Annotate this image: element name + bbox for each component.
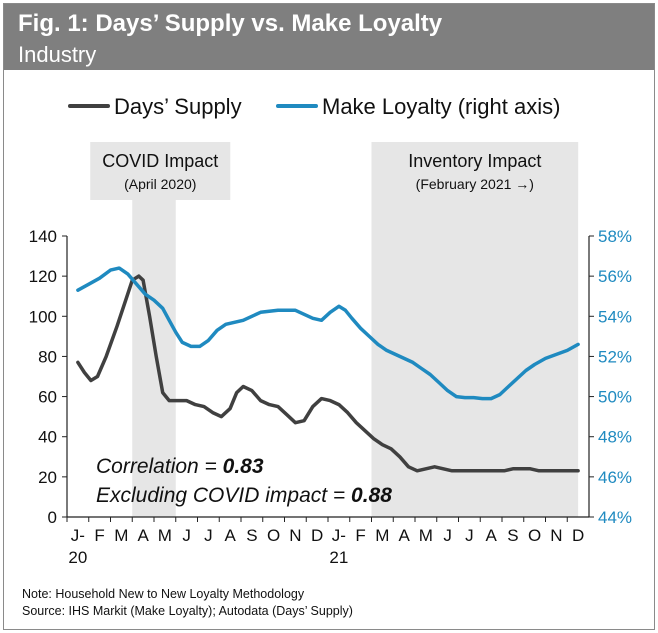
x-year-label: 21: [329, 548, 348, 567]
left-tick-label: 100: [29, 307, 57, 326]
right-tick-label: 58%: [598, 227, 632, 246]
correlation-value: 0.83: [223, 455, 264, 478]
right-tick-label: 54%: [598, 307, 632, 326]
chart: Days’ Supply Make Loyalty (right axis) C…: [29, 94, 632, 567]
axes: 0 20 40 60 80 100 120 140 44% 46% 48% 50% 52% 54% 56% 5…: [29, 227, 632, 567]
x-tick-label: S: [507, 526, 518, 545]
x-tick-label: F: [94, 526, 104, 545]
right-tick-label: 50%: [598, 388, 632, 407]
x-tick-label: A: [137, 526, 149, 545]
x-tick-label: D: [311, 526, 323, 545]
legend-label-days-supply: Days’ Supply: [114, 94, 242, 119]
legend-label-make-loyalty: Make Loyalty (right axis): [322, 94, 560, 119]
left-tick-label: 40: [38, 428, 57, 447]
figure-frame: Fig. 1: Days’ Supply vs. Make Loyalty In…: [3, 3, 655, 630]
x-tick-label: J: [443, 526, 452, 545]
left-tick-label: 60: [38, 388, 57, 407]
shade-label-box-1: [371, 142, 579, 200]
shade-label-box-0: [90, 142, 231, 200]
left-tick-label: 20: [38, 468, 57, 487]
left-tick-label: 120: [29, 267, 57, 286]
x-tick-label: M: [114, 526, 128, 545]
x-tick-label: M: [158, 526, 172, 545]
shaded-regions: COVID Impact (April 2020) Inventory Impact…: [90, 142, 579, 517]
figure-subtitle: Industry: [18, 42, 97, 67]
legend: Days’ Supply Make Loyalty (right axis): [68, 94, 560, 119]
x-tick-label: F: [355, 526, 365, 545]
notes: Note: Household New to New Loyalty Metho…: [22, 586, 353, 620]
shade-region-1: [371, 142, 579, 517]
excluding-covid-label: Excluding COVID impact =: [96, 484, 351, 507]
left-tick-label: 80: [38, 347, 57, 366]
x-tick-label: J-: [71, 526, 85, 545]
x-tick-label: D: [572, 526, 584, 545]
excluding-covid-annotation: Excluding COVID impact = 0.88: [96, 484, 392, 507]
x-tick-label: O: [267, 526, 280, 545]
x-tick-label: S: [246, 526, 257, 545]
excluding-covid-value: 0.88: [351, 484, 392, 507]
x-tick-label: A: [398, 526, 410, 545]
x-tick-label: M: [419, 526, 433, 545]
x-tick-label: J: [465, 526, 474, 545]
correlation-label: Correlation =: [96, 455, 223, 478]
shade-subtitle-0: (April 2020): [124, 176, 196, 192]
series-group: [76, 266, 580, 473]
x-tick-label: O: [528, 526, 541, 545]
x-tick-label: J-: [332, 526, 346, 545]
right-tick-label: 48%: [598, 428, 632, 447]
x-tick-label: A: [224, 526, 236, 545]
x-tick-label: N: [550, 526, 562, 545]
shade-region-0: [132, 142, 176, 517]
series-line-make-loyalty: [76, 266, 580, 401]
x-tick-label: M: [375, 526, 389, 545]
right-tick-label: 46%: [598, 468, 632, 487]
x-tick-label: J: [204, 526, 213, 545]
figure-title: Fig. 1: Days’ Supply vs. Make Loyalty: [18, 10, 443, 37]
x-tick-label: A: [485, 526, 497, 545]
right-tick-label: 56%: [598, 267, 632, 286]
series-line-days-supply: [76, 274, 580, 473]
left-tick-label: 0: [48, 508, 57, 527]
x-tick-label: J: [182, 526, 191, 545]
right-tick-label: 52%: [598, 347, 632, 366]
shade-title-1: Inventory Impact: [408, 151, 541, 171]
source-text: Source: IHS Markit (Make Loyalty); Autod…: [22, 604, 353, 618]
right-tick-label: 44%: [598, 508, 632, 527]
left-tick-label: 140: [29, 227, 57, 246]
note-text: Note: Household New to New Loyalty Metho…: [22, 587, 305, 601]
shade-subtitle-1: (February 2021 →): [416, 176, 534, 192]
x-tick-label: N: [289, 526, 301, 545]
shade-title-0: COVID Impact: [102, 151, 218, 171]
correlation-annotation: Correlation = 0.83: [96, 455, 264, 478]
x-year-label: 20: [68, 548, 87, 567]
figure-header: Fig. 1: Days’ Supply vs. Make Loyalty In…: [4, 4, 654, 70]
